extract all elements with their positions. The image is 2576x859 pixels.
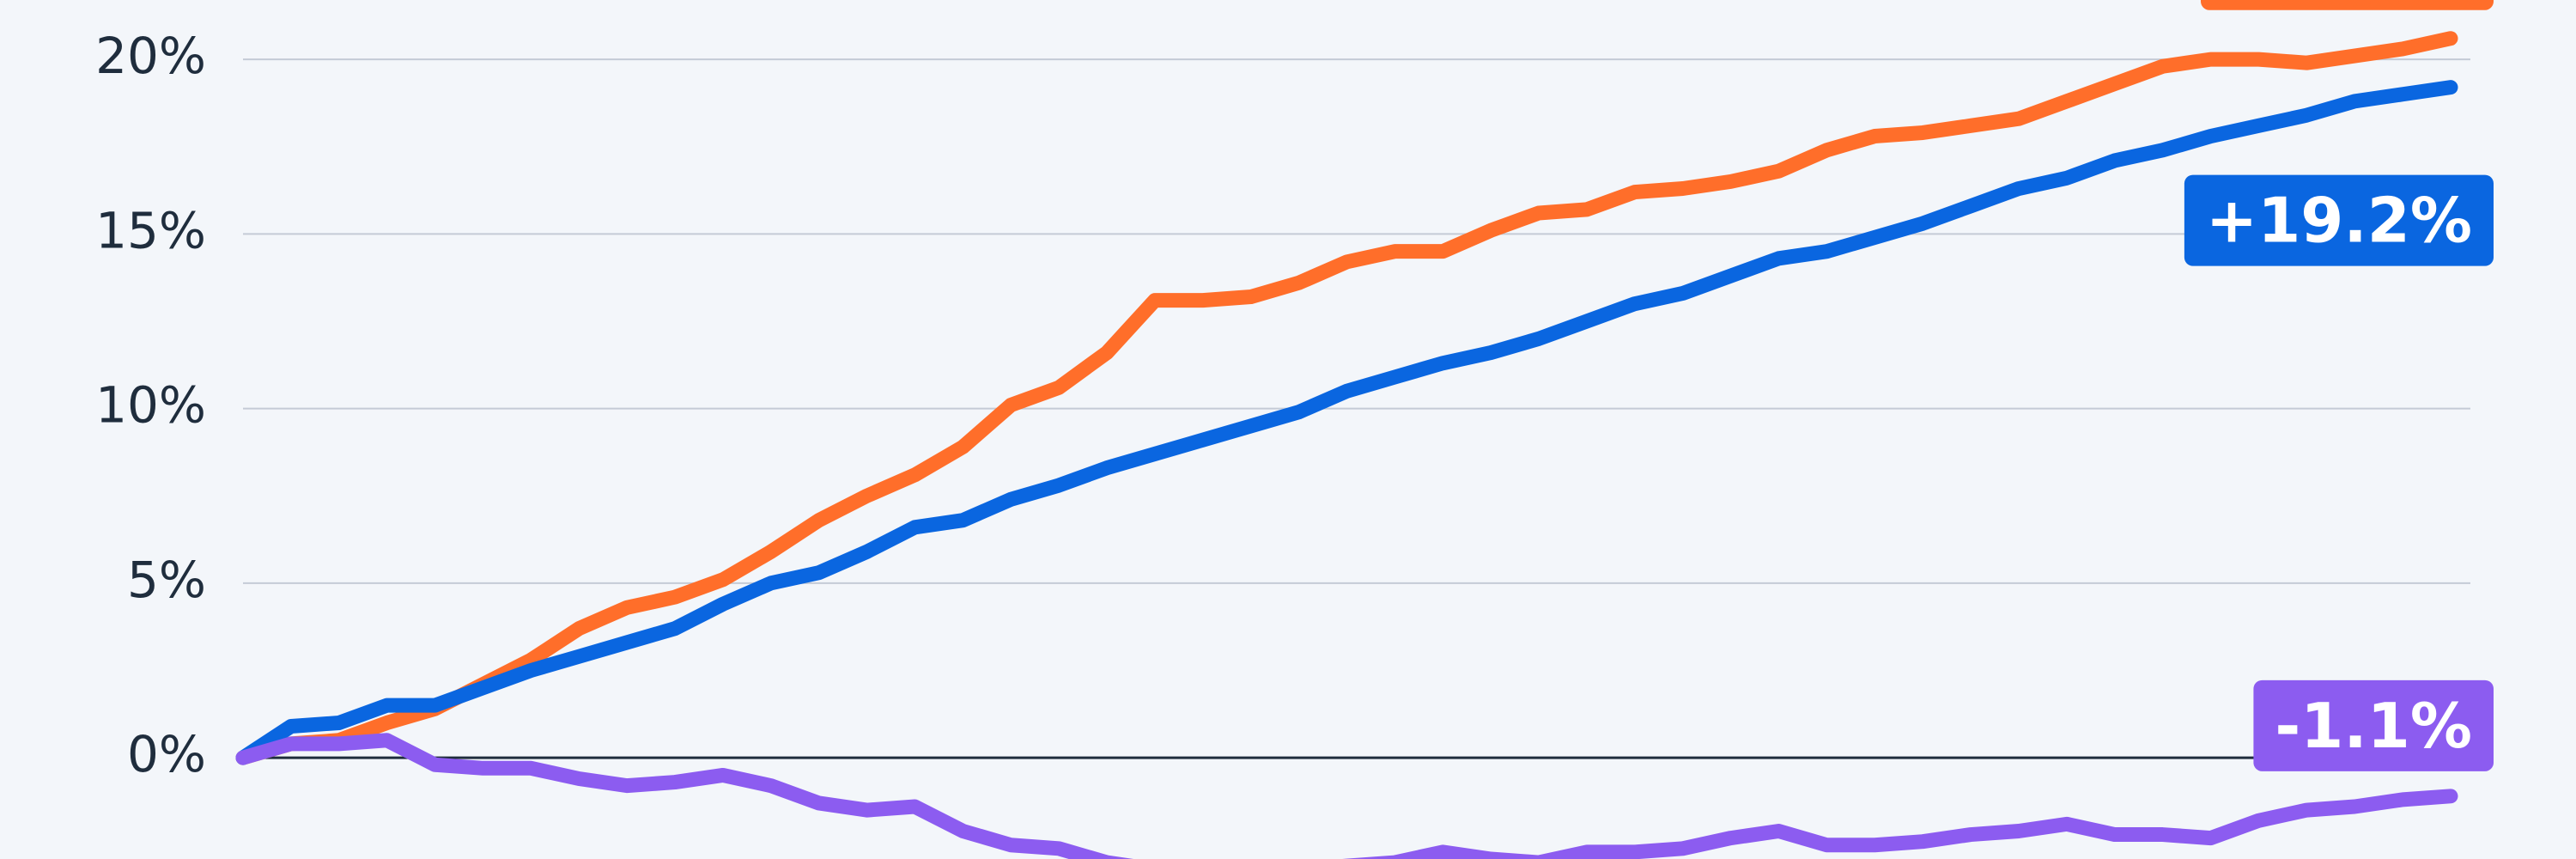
value-label-box	[2184, 174, 2494, 266]
series-line	[235, 31, 2458, 765]
y-tick-label: 0%	[127, 725, 206, 783]
y-tick-label: 20%	[95, 27, 206, 85]
value-label-box	[2253, 679, 2494, 771]
y-tick-label: 10%	[95, 376, 206, 435]
series-line	[235, 733, 2458, 859]
value-label-box	[2201, 0, 2494, 10]
y-tick-label: 5%	[127, 551, 206, 609]
value-label: -1.1%	[2275, 690, 2472, 762]
plot	[235, 31, 2458, 859]
value-label: +19.2%	[2206, 185, 2472, 257]
series-line	[235, 80, 2458, 765]
y-tick-label: 15%	[95, 201, 206, 259]
